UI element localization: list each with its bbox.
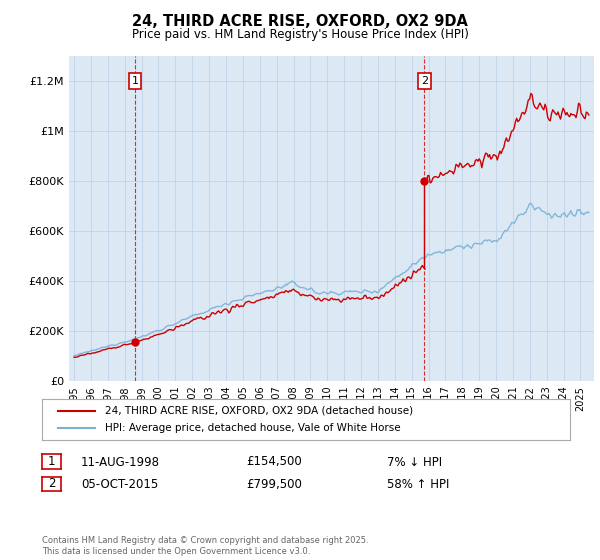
Text: 05-OCT-2015: 05-OCT-2015 xyxy=(81,478,158,491)
Text: 24, THIRD ACRE RISE, OXFORD, OX2 9DA (detached house): 24, THIRD ACRE RISE, OXFORD, OX2 9DA (de… xyxy=(106,405,413,416)
Text: 7% ↓ HPI: 7% ↓ HPI xyxy=(387,455,442,469)
Text: 1: 1 xyxy=(131,76,139,86)
Text: 1: 1 xyxy=(48,455,55,468)
Text: Price paid vs. HM Land Registry's House Price Index (HPI): Price paid vs. HM Land Registry's House … xyxy=(131,28,469,41)
Text: 58% ↑ HPI: 58% ↑ HPI xyxy=(387,478,449,491)
Text: 2: 2 xyxy=(421,76,428,86)
Text: 2: 2 xyxy=(48,477,55,491)
Text: 24, THIRD ACRE RISE, OXFORD, OX2 9DA: 24, THIRD ACRE RISE, OXFORD, OX2 9DA xyxy=(132,14,468,29)
Text: 11-AUG-1998: 11-AUG-1998 xyxy=(81,455,160,469)
Text: £799,500: £799,500 xyxy=(246,478,302,491)
Text: £154,500: £154,500 xyxy=(246,455,302,469)
Text: HPI: Average price, detached house, Vale of White Horse: HPI: Average price, detached house, Vale… xyxy=(106,423,401,433)
Text: Contains HM Land Registry data © Crown copyright and database right 2025.
This d: Contains HM Land Registry data © Crown c… xyxy=(42,536,368,556)
